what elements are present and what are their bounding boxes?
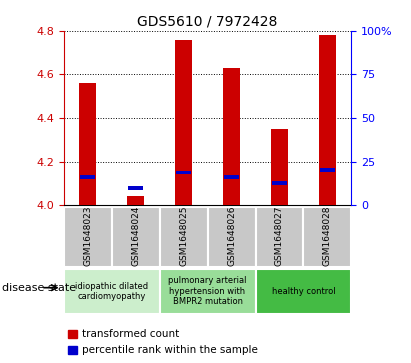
Bar xyxy=(320,168,335,172)
Bar xyxy=(303,207,351,267)
Bar xyxy=(128,186,143,189)
Text: disease state: disease state xyxy=(2,283,76,293)
Bar xyxy=(159,207,208,267)
Bar xyxy=(68,346,77,354)
Text: GSM1648025: GSM1648025 xyxy=(179,205,188,266)
Bar xyxy=(64,207,112,267)
Bar xyxy=(272,182,286,185)
Text: healthy control: healthy control xyxy=(272,287,335,296)
Bar xyxy=(68,330,77,338)
Bar xyxy=(112,207,159,267)
Text: GSM1648028: GSM1648028 xyxy=(323,205,332,266)
Bar xyxy=(223,68,240,205)
Text: pulmonary arterial
hypertension with
BMPR2 mutation: pulmonary arterial hypertension with BMP… xyxy=(169,276,247,306)
Text: percentile rank within the sample: percentile rank within the sample xyxy=(82,345,258,355)
Bar xyxy=(159,269,256,314)
Bar xyxy=(176,171,191,174)
Bar xyxy=(271,129,288,205)
Text: GSM1648026: GSM1648026 xyxy=(227,205,236,266)
Bar xyxy=(79,83,96,205)
Bar xyxy=(64,269,159,314)
Bar xyxy=(256,269,351,314)
Title: GDS5610 / 7972428: GDS5610 / 7972428 xyxy=(137,14,278,28)
Bar xyxy=(175,40,192,205)
Bar xyxy=(319,35,336,205)
Bar xyxy=(256,207,303,267)
Bar xyxy=(127,196,144,205)
Text: GSM1648023: GSM1648023 xyxy=(83,205,92,266)
Text: idiopathic dilated
cardiomyopathy: idiopathic dilated cardiomyopathy xyxy=(75,282,148,301)
Text: transformed count: transformed count xyxy=(82,329,179,339)
Bar xyxy=(208,207,256,267)
Text: GSM1648024: GSM1648024 xyxy=(131,205,140,266)
Text: GSM1648027: GSM1648027 xyxy=(275,205,284,266)
Bar xyxy=(81,175,95,179)
Bar xyxy=(224,175,239,179)
